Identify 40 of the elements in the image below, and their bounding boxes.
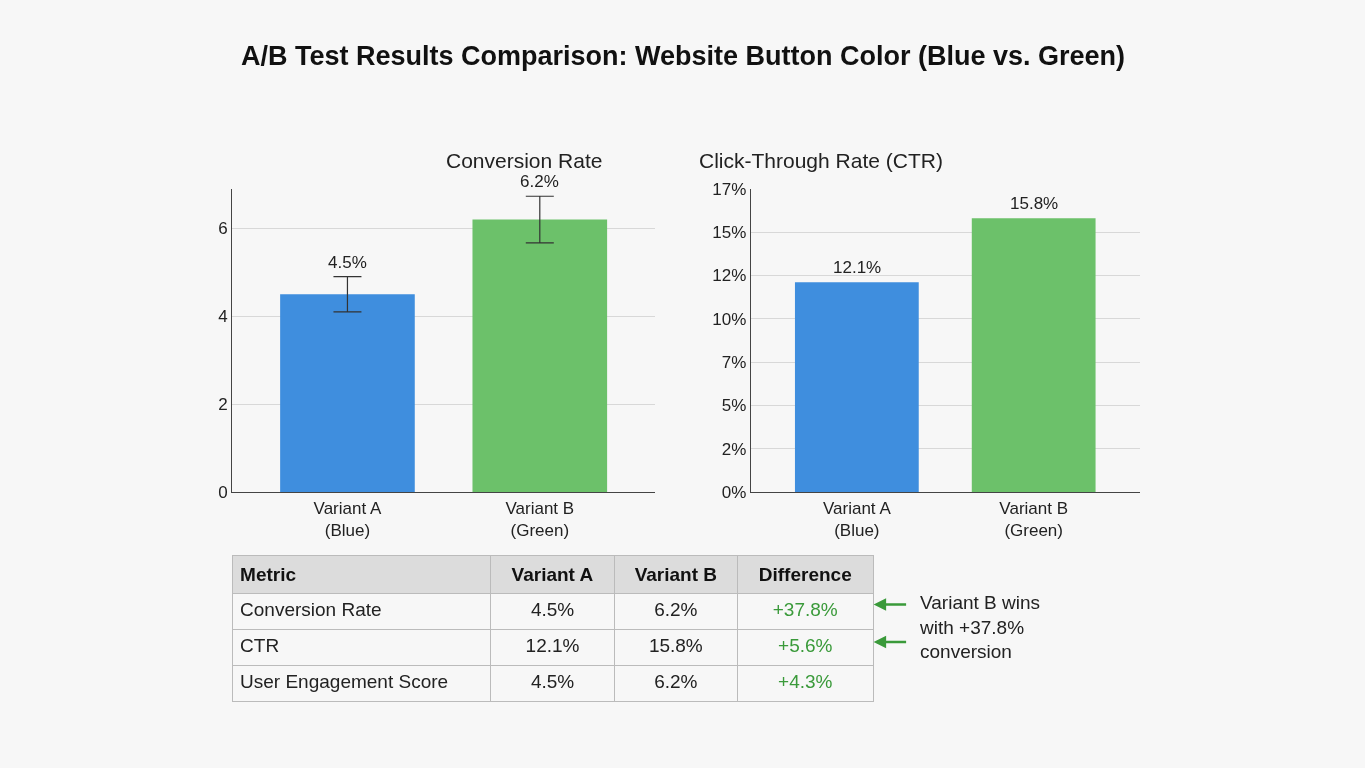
text: 12.1%: [525, 635, 580, 657]
data-label: 6.2%: [520, 172, 559, 191]
text: +5.6%: [778, 635, 833, 657]
y-tick-label: 0: [218, 483, 228, 503]
y-tick-label: 6: [218, 219, 228, 239]
x-tick-label: Variant A (Blue): [822, 498, 892, 540]
text: 4.5%: [530, 671, 575, 693]
chart-title: Conversion Rate: [446, 149, 603, 172]
category-label: User Engagement Score: [240, 671, 449, 693]
category-label: Variant B: [634, 563, 718, 585]
category-label: Metric: [240, 563, 297, 585]
category-label: CTR: [240, 635, 280, 657]
y-tick-label: 15%: [712, 223, 747, 243]
y-tick-label: 5%: [721, 396, 747, 416]
chart-title: Click-Through Rate (CTR): [699, 149, 943, 172]
text: 15.8%: [648, 635, 703, 657]
y-tick-label: 4: [218, 307, 228, 327]
category-label: Conversion Rate: [240, 599, 382, 621]
data-label: 12.1%: [833, 258, 882, 277]
x-tick-label: Variant B (Green): [505, 498, 575, 540]
category-label: Difference: [758, 563, 852, 585]
text: +4.3%: [778, 671, 833, 693]
y-tick-label: 10%: [712, 309, 747, 329]
text: A/B Test Results Comparison: Website Button Color (Blue vs. Green): [241, 41, 1126, 71]
y-tick-label: 7%: [721, 353, 747, 373]
y-tick-label: 17%: [712, 179, 747, 199]
data-label: 4.5%: [328, 253, 367, 272]
y-tick-label: 2%: [721, 439, 747, 459]
data-label: 15.8%: [1010, 194, 1059, 213]
text: 6.2%: [654, 671, 698, 693]
x-tick-label: Variant B (Green): [999, 498, 1069, 540]
text: 4.5%: [530, 599, 575, 621]
text: +37.8%: [772, 599, 838, 621]
x-tick-label: Variant A (Blue): [313, 498, 382, 540]
y-tick-label: 0%: [721, 483, 747, 503]
text: 6.2%: [654, 599, 698, 621]
text: Variant B wins with +37.8% conversion: [919, 592, 1041, 663]
category-label: Variant A: [511, 563, 594, 585]
y-tick-label: 12%: [712, 266, 747, 286]
y-tick-label: 2: [218, 395, 228, 415]
